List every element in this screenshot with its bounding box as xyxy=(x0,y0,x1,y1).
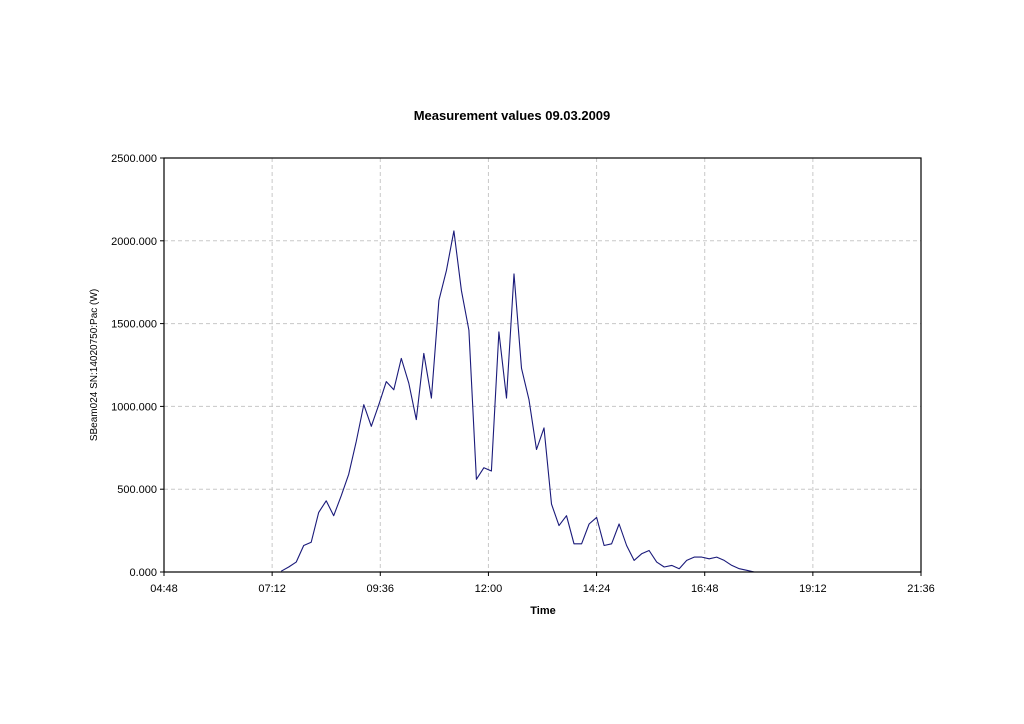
y-axis-label: SBeam024 SN:14020750:Pac (W) xyxy=(89,289,100,441)
x-tick-label: 14:24 xyxy=(583,583,611,595)
y-tick-label: 1000.000 xyxy=(111,401,157,413)
x-tick-label: 09:36 xyxy=(367,583,395,595)
x-tick-label: 07:12 xyxy=(258,583,286,595)
y-tick-label: 0.000 xyxy=(129,567,157,579)
x-tick-label: 16:48 xyxy=(691,583,719,595)
x-tick-label: 21:36 xyxy=(907,583,935,595)
y-tick-label: 500.000 xyxy=(117,484,157,496)
plot-area-frame xyxy=(163,157,922,573)
y-tick-label: 1500.000 xyxy=(111,319,157,331)
y-tick-label: 2000.000 xyxy=(111,236,157,248)
grid-lines xyxy=(164,158,921,572)
x-tick-label: 04:48 xyxy=(150,583,178,595)
y-axis-ticks: 0.000 500.000 1000.000 1500.000 2000.000 2500… xyxy=(111,153,164,579)
plot-line-layer xyxy=(280,230,755,573)
x-tick-label: 19:12 xyxy=(799,583,827,595)
series-line xyxy=(280,230,755,573)
y-tick-label: 2500.000 xyxy=(111,153,157,165)
x-tick-label: 12:00 xyxy=(475,583,503,595)
x-axis-ticks: 04:48 07:12 09:36 12:00 14:24 16:48 19:12 21:36 xyxy=(150,572,935,595)
x-axis-label: Time xyxy=(530,605,555,617)
chart-title: Measurement values 09.03.2009 xyxy=(414,108,611,123)
